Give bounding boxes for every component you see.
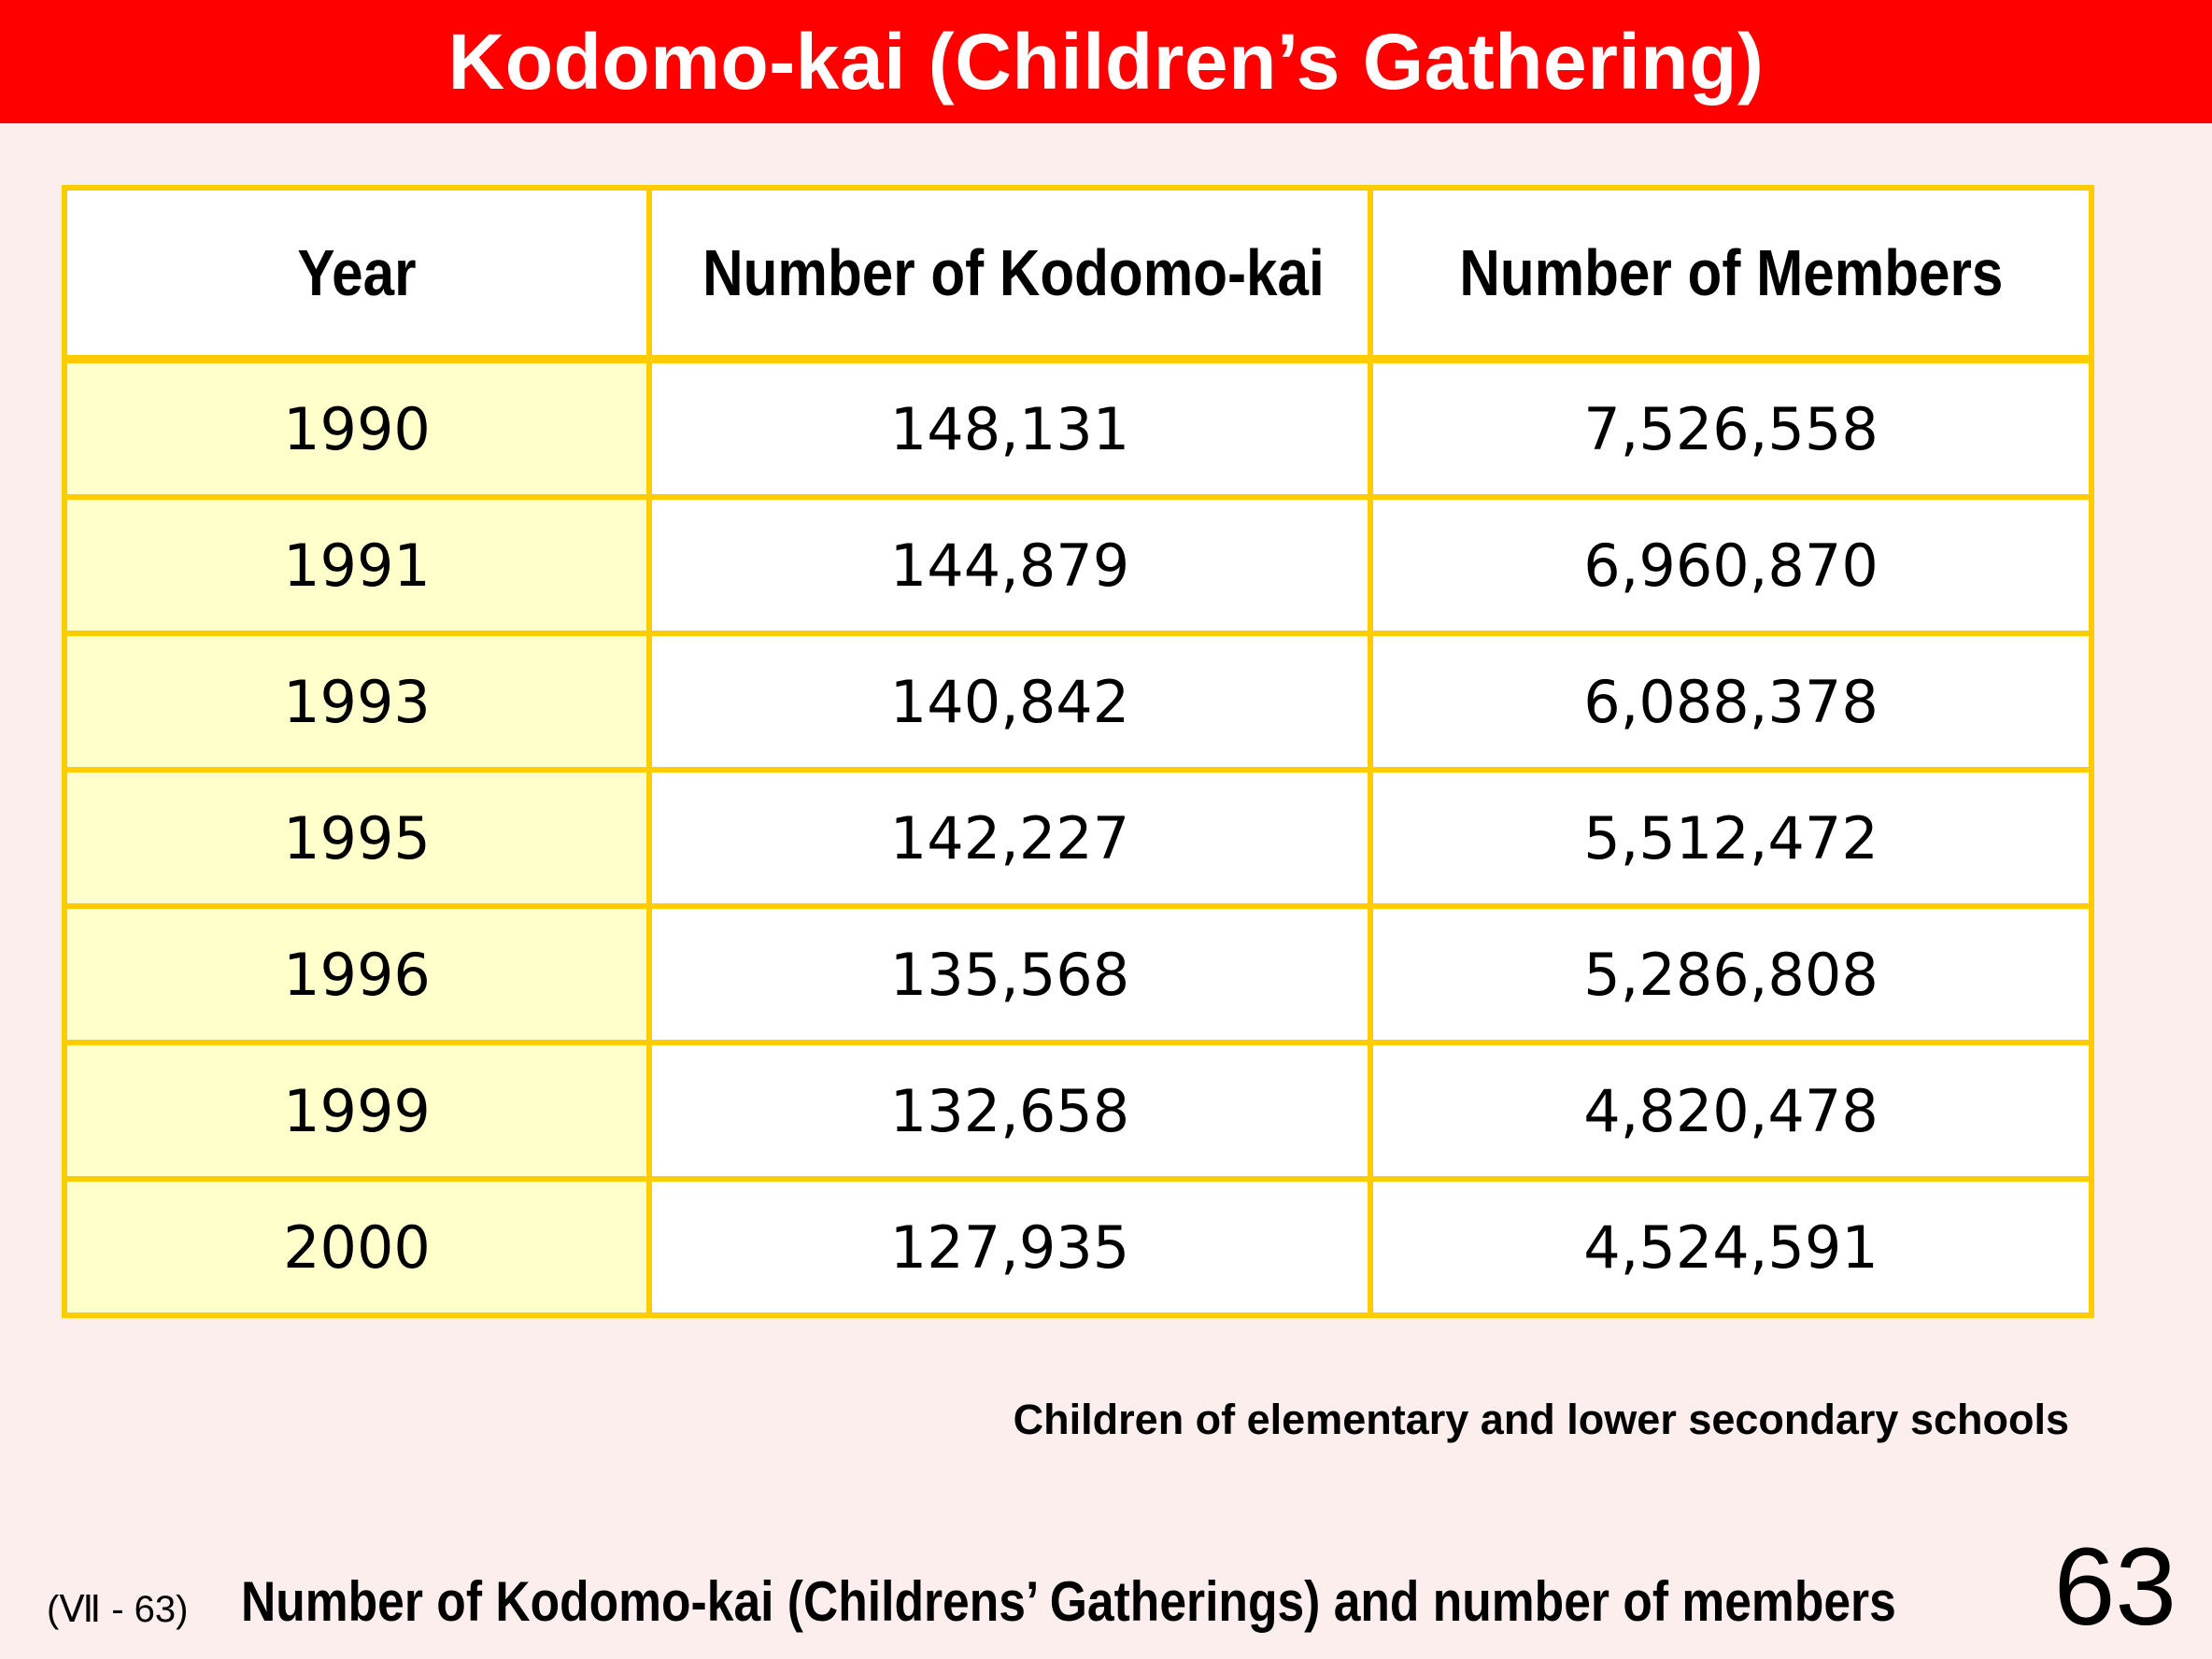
year-cell: 1990 — [62, 356, 652, 500]
kodomo-kai-count-cell: 140,842 — [646, 631, 1373, 773]
kodomo-kai-count-cell: 132,658 — [646, 1040, 1373, 1182]
year-cell: 1991 — [62, 494, 652, 636]
table-row: 1993 140,842 6,088,378 — [62, 631, 2094, 773]
table-header-row: Year Number of Kodomo-kai Number of Memb… — [62, 185, 2094, 363]
year-cell: 2000 — [62, 1176, 652, 1318]
year-cell: 1995 — [62, 767, 652, 909]
table-row: 1990 148,131 7,526,558 — [62, 356, 2094, 500]
year-cell: 1999 — [62, 1040, 652, 1182]
slide-caption: Number of Kodomo-kai (Childrens’ Gatheri… — [241, 1570, 1896, 1633]
year-cell: 1993 — [62, 631, 652, 773]
column-header-kodomo-kai-count: Number of Kodomo-kai — [646, 185, 1373, 363]
title-bar: Kodomo-kai (Children’s Gathering) — [0, 0, 2212, 123]
kodomo-kai-count-cell: 142,227 — [646, 767, 1373, 909]
table-row: 2000 127,935 4,524,591 — [62, 1176, 2094, 1318]
kodomo-kai-count-cell: 144,879 — [646, 494, 1373, 636]
page-number: 63 — [2053, 1525, 2177, 1649]
kodomo-kai-count-cell: 127,935 — [646, 1176, 1373, 1318]
column-header-members: Number of Members — [1368, 185, 2094, 363]
table-row: 1999 132,658 4,820,478 — [62, 1040, 2094, 1182]
members-count-cell: 4,820,478 — [1368, 1040, 2094, 1182]
members-count-cell: 7,526,558 — [1368, 356, 2094, 500]
column-header-year: Year — [62, 185, 652, 363]
members-count-cell: 6,960,870 — [1368, 494, 2094, 636]
members-count-cell: 5,286,808 — [1368, 903, 2094, 1045]
page-title: Kodomo-kai (Children’s Gathering) — [447, 17, 1765, 106]
table-footnote: Children of elementary and lower seconda… — [1013, 1396, 2069, 1443]
table-row: 1996 135,568 5,286,808 — [62, 903, 2094, 1045]
members-count-cell: 6,088,378 — [1368, 631, 2094, 773]
kodomo-kai-count-cell: 135,568 — [646, 903, 1373, 1045]
year-cell: 1996 — [62, 903, 652, 1045]
table-row: 1991 144,879 6,960,870 — [62, 494, 2094, 636]
table-row: 1995 142,227 5,512,472 — [62, 767, 2094, 909]
members-count-cell: 5,512,472 — [1368, 767, 2094, 909]
data-table: Year Number of Kodomo-kai Number of Memb… — [62, 185, 2094, 1318]
slide-code: (Ⅶ - 63) — [47, 1589, 189, 1630]
members-count-cell: 4,524,591 — [1368, 1176, 2094, 1318]
kodomo-kai-count-cell: 148,131 — [646, 356, 1373, 500]
